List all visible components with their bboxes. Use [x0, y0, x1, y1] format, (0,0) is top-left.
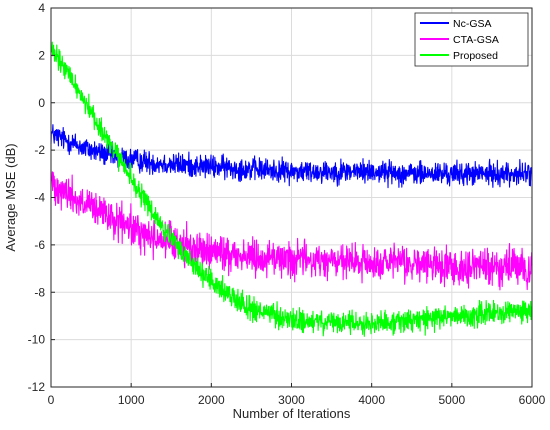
- x-tick-label: 0: [48, 393, 55, 407]
- series-line-nc-gsa: [50, 124, 533, 189]
- legend-label-cta-gsa: CTA-GSA: [453, 34, 499, 46]
- series-layer: [50, 41, 533, 337]
- x-tick-label: 2000: [198, 393, 225, 407]
- x-tick-label: 5000: [438, 393, 465, 407]
- y-tick-label: -10: [28, 333, 46, 347]
- x-tick-label: 1000: [118, 393, 145, 407]
- y-axis-label: Average MSE (dB): [3, 143, 18, 251]
- series-line-proposed: [50, 41, 533, 337]
- x-axis-label: Number of Iterations: [233, 406, 351, 421]
- x-axis-ticks: 0 1000 2000 3000 4000 5000 6000: [48, 383, 546, 407]
- x-tick-label: 6000: [519, 393, 546, 407]
- x-tick-label: 3000: [278, 393, 305, 407]
- y-tick-label: 0: [38, 96, 45, 110]
- y-tick-label: 2: [38, 48, 45, 62]
- series-line-cta-gsa: [50, 171, 533, 291]
- y-tick-label: -2: [34, 143, 45, 157]
- legend-label-nc-gsa: Nc-GSA: [453, 18, 492, 30]
- legend-label-proposed: Proposed: [453, 50, 498, 62]
- x-tick-label: 4000: [358, 393, 385, 407]
- y-axis-ticks: 4 2 0 -2 -4 -6 -8 -10 -12: [28, 1, 55, 394]
- y-tick-label: -8: [34, 285, 45, 299]
- y-tick-label: -12: [28, 380, 46, 394]
- y-tick-label: -4: [34, 191, 45, 205]
- legend: Nc-GSA CTA-GSA Proposed: [414, 12, 529, 67]
- y-tick-label: 4: [38, 1, 45, 15]
- y-tick-label: -6: [34, 238, 45, 252]
